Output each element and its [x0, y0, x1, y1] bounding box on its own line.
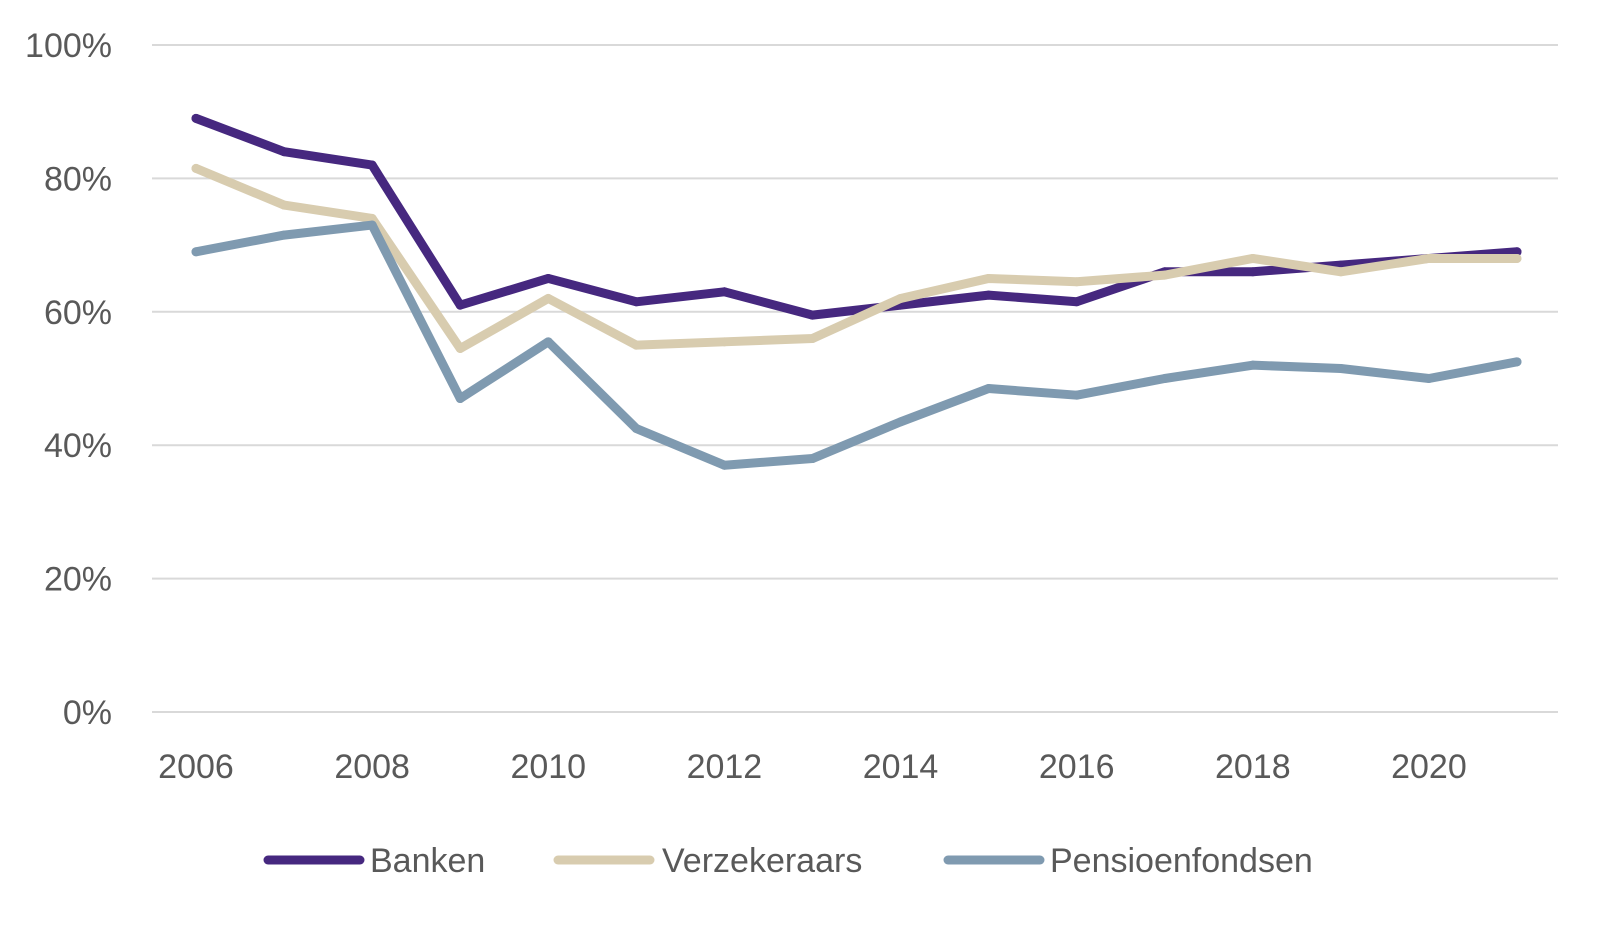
y-tick-label: 0%	[63, 694, 112, 732]
data-point	[1512, 253, 1522, 263]
data-point	[191, 163, 201, 173]
data-point	[1248, 360, 1258, 370]
series-line	[191, 163, 1522, 353]
data-point	[807, 310, 817, 320]
x-tick-label: 2012	[687, 748, 763, 786]
x-tick-label: 2016	[1039, 748, 1115, 786]
legend-label: Banken	[370, 842, 485, 880]
data-point	[191, 113, 201, 123]
data-point	[279, 230, 289, 240]
data-point	[631, 424, 641, 434]
data-point	[1424, 253, 1434, 263]
data-point	[1336, 363, 1346, 373]
data-point	[896, 417, 906, 427]
series-line	[191, 113, 1522, 320]
data-point	[719, 287, 729, 297]
data-point	[984, 273, 994, 283]
y-tick-label: 20%	[44, 561, 112, 599]
data-point	[631, 297, 641, 307]
data-point	[1072, 390, 1082, 400]
data-point	[455, 394, 465, 404]
data-point	[1248, 267, 1258, 277]
legend-label: Verzekeraars	[662, 842, 862, 880]
y-tick-label: 100%	[25, 27, 112, 65]
data-point	[1160, 270, 1170, 280]
data-point	[543, 293, 553, 303]
data-point	[984, 290, 994, 300]
data-point	[1424, 374, 1434, 383]
data-point	[1072, 277, 1082, 287]
data-point	[455, 300, 465, 310]
x-tick-label: 2006	[158, 748, 234, 786]
data-point	[279, 147, 289, 157]
data-point	[1336, 267, 1346, 277]
data-point	[807, 454, 817, 464]
x-tick-label: 2010	[510, 748, 586, 786]
data-point	[455, 343, 465, 353]
x-tick-label: 2008	[334, 748, 410, 786]
y-tick-label: 60%	[44, 294, 112, 332]
data-point	[543, 337, 553, 347]
data-point	[279, 200, 289, 210]
data-point	[719, 337, 729, 347]
data-point	[807, 333, 817, 343]
data-point	[1512, 357, 1522, 367]
y-tick-label: 40%	[44, 427, 112, 465]
data-point	[1248, 253, 1258, 263]
data-point	[367, 220, 377, 230]
data-point	[719, 460, 729, 470]
data-point	[367, 213, 377, 223]
data-point	[191, 247, 201, 257]
data-point	[543, 273, 553, 283]
x-tick-label: 2014	[863, 748, 939, 786]
x-tick-label: 2018	[1215, 748, 1291, 786]
x-tick-label: 2020	[1391, 748, 1467, 786]
data-point	[1072, 297, 1082, 307]
legend-label: Pensioenfondsen	[1050, 842, 1313, 880]
y-tick-label: 80%	[44, 160, 112, 198]
data-point	[984, 384, 994, 394]
data-point	[367, 160, 377, 170]
data-point	[631, 340, 641, 350]
series-line	[191, 220, 1522, 470]
data-point	[896, 293, 906, 303]
data-point	[1160, 374, 1170, 383]
